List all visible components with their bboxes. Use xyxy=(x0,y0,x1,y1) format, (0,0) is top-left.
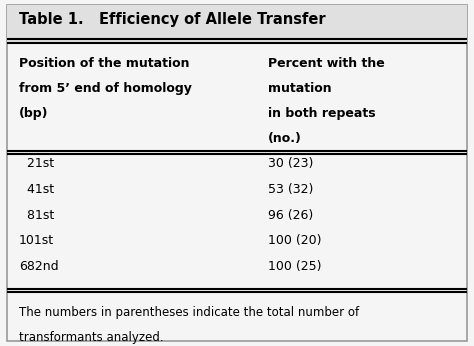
Text: 100 (20): 100 (20) xyxy=(268,234,321,247)
Text: Position of the mutation: Position of the mutation xyxy=(19,57,190,70)
Text: Percent with the: Percent with the xyxy=(268,57,384,70)
Text: (no.): (no.) xyxy=(268,132,301,145)
Text: (bp): (bp) xyxy=(19,107,48,120)
Text: 101st: 101st xyxy=(19,234,54,247)
Text: 21st: 21st xyxy=(19,157,54,171)
Bar xyxy=(7,5,467,43)
Text: 96 (26): 96 (26) xyxy=(268,209,313,222)
Text: 81st: 81st xyxy=(19,209,54,222)
Text: The numbers in parentheses indicate the total number of: The numbers in parentheses indicate the … xyxy=(19,306,359,319)
Text: transformants analyzed.: transformants analyzed. xyxy=(19,331,164,344)
Text: 100 (25): 100 (25) xyxy=(268,260,321,273)
Text: 682nd: 682nd xyxy=(19,260,59,273)
Text: mutation: mutation xyxy=(268,82,331,95)
Text: in both repeats: in both repeats xyxy=(268,107,375,120)
Text: 30 (23): 30 (23) xyxy=(268,157,313,171)
Text: from 5’ end of homology: from 5’ end of homology xyxy=(19,82,192,95)
Text: 53 (32): 53 (32) xyxy=(268,183,313,196)
Text: Table 1.   Efficiency of Allele Transfer: Table 1. Efficiency of Allele Transfer xyxy=(19,11,326,27)
Text: 41st: 41st xyxy=(19,183,54,196)
